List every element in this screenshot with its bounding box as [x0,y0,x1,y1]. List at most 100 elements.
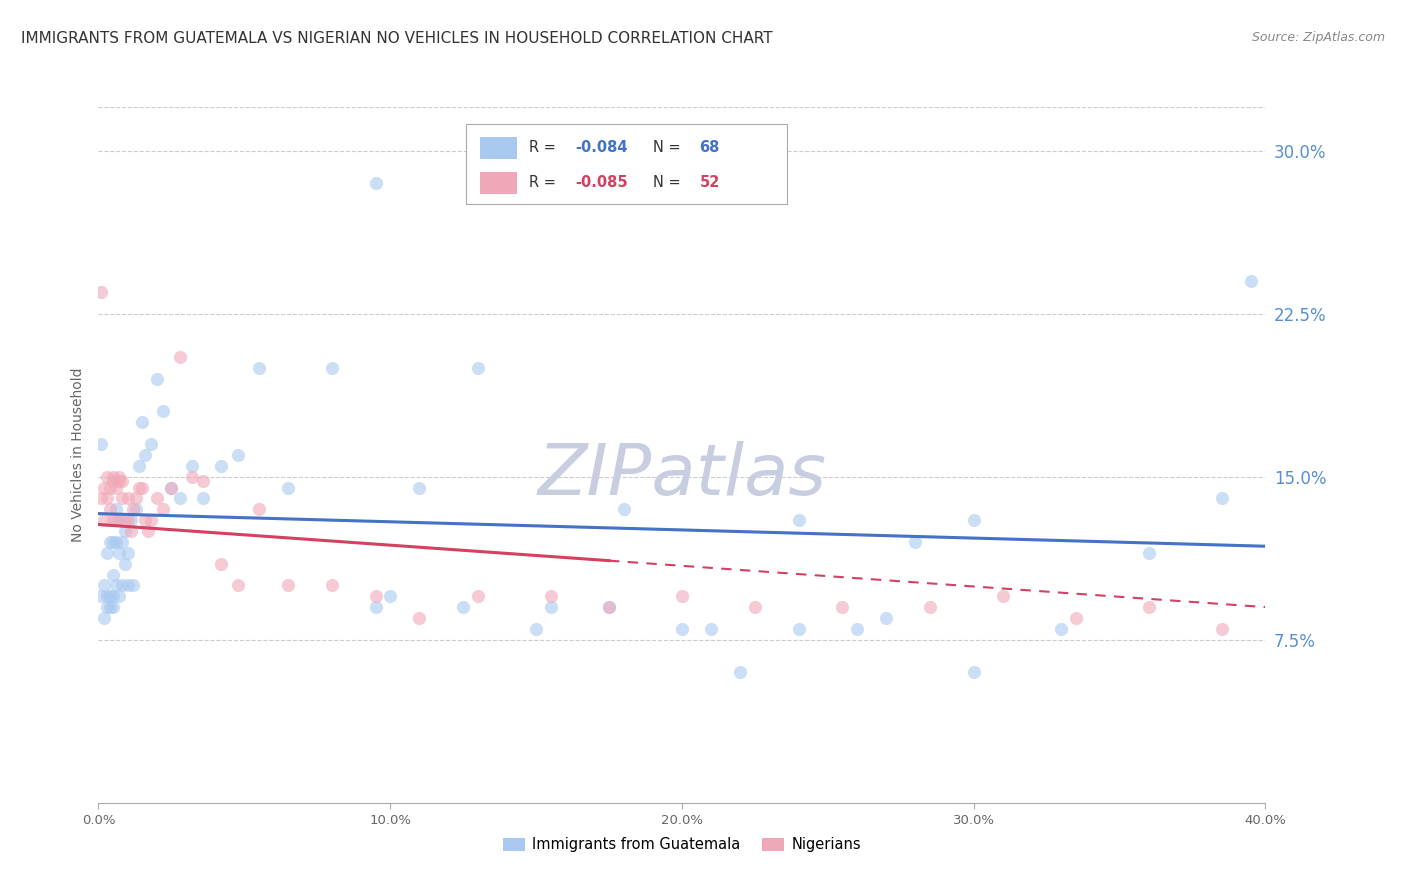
Point [918,600,941,615]
Point [598,600,620,615]
Point [111,534,134,549]
Point [98,600,121,615]
Point [131,481,153,495]
Point [540,600,562,615]
Point [787,513,810,527]
Point [612,502,634,516]
Point [380,589,402,603]
Point [277,578,299,592]
Point [831,600,853,615]
Point [180,469,202,483]
Point [90,285,112,299]
Point [991,589,1014,603]
Point [114,524,136,538]
Point [787,622,810,636]
Point [96,546,118,560]
Point [114,557,136,571]
Point [408,481,430,495]
Point [96,589,118,603]
Point [120,524,142,538]
Point [96,491,118,506]
Point [730,665,752,680]
Point [1137,546,1160,560]
Point [93,578,115,592]
Point [1137,600,1160,615]
Point [104,534,127,549]
Point [209,458,232,473]
Text: -0.085: -0.085 [575,175,628,190]
Point [93,481,115,495]
Point [134,448,156,462]
Point [108,546,131,560]
Point [128,481,150,495]
Point [146,372,169,386]
Point [98,589,121,603]
Point [1240,274,1263,288]
Point [122,502,145,516]
FancyBboxPatch shape [479,137,517,159]
Point [408,611,430,625]
Point [193,491,215,506]
Point [169,491,191,506]
Text: R =: R = [529,140,561,155]
Point [108,589,131,603]
Point [451,600,474,615]
Point [193,474,215,488]
Point [962,665,984,680]
Point [904,534,927,549]
Point [247,360,270,375]
Text: -0.084: -0.084 [575,140,628,155]
Point [101,589,124,603]
Point [152,502,174,516]
Point [111,491,134,506]
Point [98,481,121,495]
Point [598,600,620,615]
Text: N =: N = [652,175,685,190]
Point [875,611,897,625]
Point [101,534,124,549]
FancyBboxPatch shape [479,172,517,194]
Point [98,502,121,516]
Point [1050,622,1073,636]
Point [228,578,250,592]
Point [111,474,134,488]
Point [136,524,159,538]
Point [247,502,270,516]
FancyBboxPatch shape [465,124,787,204]
Point [228,448,250,462]
Point [209,557,232,571]
Point [117,578,139,592]
Point [128,458,150,473]
Point [671,622,693,636]
Point [120,513,142,527]
Point [277,481,299,495]
Point [104,513,127,527]
Point [364,600,387,615]
Point [744,600,766,615]
Point [114,513,136,527]
Point [122,578,145,592]
Point [321,360,343,375]
Y-axis label: No Vehicles in Household: No Vehicles in Household [72,368,86,542]
Point [962,513,984,527]
Point [117,546,139,560]
Point [96,469,118,483]
Point [117,513,139,527]
Point [846,622,869,636]
Point [108,469,131,483]
Text: 52: 52 [699,175,720,190]
Point [152,404,174,418]
Point [321,578,343,592]
Point [101,513,124,527]
Point [139,437,162,451]
Point [467,589,489,603]
Text: IMMIGRANTS FROM GUATEMALA VS NIGERIAN NO VEHICLES IN HOUSEHOLD CORRELATION CHART: IMMIGRANTS FROM GUATEMALA VS NIGERIAN NO… [21,31,773,46]
Point [90,491,112,506]
Point [96,600,118,615]
Point [101,567,124,582]
Point [1211,622,1233,636]
Point [139,513,162,527]
Text: R =: R = [529,175,561,190]
Point [671,589,693,603]
Point [134,513,156,527]
